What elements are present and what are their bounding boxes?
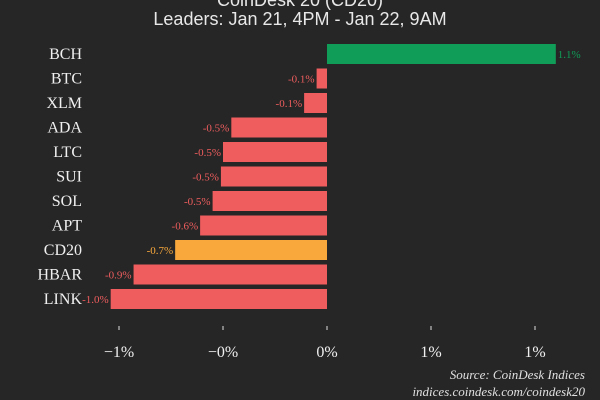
category-label: XLM — [46, 95, 82, 112]
data-label: -1.0% — [82, 294, 109, 306]
x-tick-label: −0% — [208, 344, 238, 361]
source-note: Source: CoinDesk Indices — [450, 367, 585, 382]
data-label: -0.9% — [105, 270, 132, 282]
data-label: -0.1% — [276, 98, 303, 110]
x-tick-label: 1% — [420, 344, 441, 361]
bar-xlm — [304, 93, 327, 113]
category-label: APT — [52, 218, 82, 235]
category-label: CD20 — [44, 242, 82, 259]
data-label: -0.7% — [147, 245, 174, 257]
category-label: SOL — [52, 193, 82, 210]
data-label: -0.5% — [184, 196, 211, 208]
bar-hbar — [133, 264, 327, 285]
category-label: BTC — [51, 71, 82, 88]
category-label: BCH — [49, 46, 82, 63]
bar-btc — [316, 68, 327, 89]
bar-sui — [220, 166, 327, 187]
x-tick-label: 1% — [524, 344, 545, 361]
x-tick-label: 0% — [316, 344, 337, 361]
data-label: -0.5% — [192, 172, 219, 184]
bar-ada — [231, 117, 327, 138]
category-label: ADA — [47, 120, 82, 137]
category-label: LTC — [53, 144, 82, 161]
x-tick-label: −1% — [104, 344, 134, 361]
bar-ltc — [223, 142, 327, 162]
data-label: 1.1% — [558, 49, 581, 61]
category-label: LINK — [44, 291, 83, 308]
data-label: -0.1% — [288, 74, 315, 86]
data-label: -0.5% — [203, 123, 230, 135]
data-label: -0.5% — [194, 147, 221, 159]
bar-sol — [212, 191, 327, 211]
bar-apt — [200, 215, 327, 236]
chart-subtitle: Leaders: Jan 21, 4PM - Jan 22, 9AM — [153, 9, 446, 29]
category-label: HBAR — [38, 267, 83, 284]
chart-title: CoinDesk 20 (CD20) — [217, 0, 383, 10]
bar-bch — [327, 44, 556, 64]
data-label: -0.6% — [172, 221, 199, 233]
bar-cd20 — [175, 240, 327, 260]
bar-link — [110, 289, 328, 309]
category-label: SUI — [56, 169, 82, 186]
source-url: indices.coindesk.com/coindesk20 — [412, 384, 585, 399]
